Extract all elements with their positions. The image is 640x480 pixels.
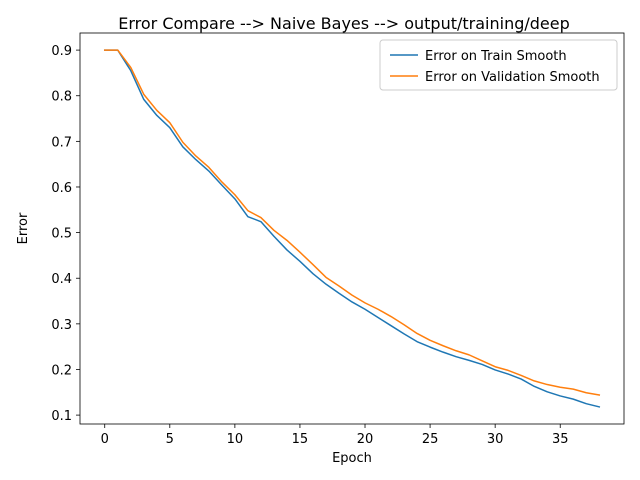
x-tick-label: 20 bbox=[357, 432, 374, 447]
series-line-train bbox=[103, 49, 601, 408]
plot-area bbox=[80, 33, 624, 424]
axis-ticks: 0 5 10 15 20 25 30 35 0.1 0.2 0.3 0.4 0.5 0.6 0.7 0.8 0.… bbox=[51, 44, 568, 447]
y-tick-label: 0.7 bbox=[51, 135, 72, 150]
x-tick-label: 5 bbox=[166, 432, 174, 447]
x-tick-label: 0 bbox=[101, 432, 109, 447]
series-lines bbox=[103, 49, 601, 408]
x-axis-label: Epoch bbox=[332, 451, 372, 466]
x-tick-label: 25 bbox=[422, 432, 439, 447]
series-line-validation bbox=[103, 49, 601, 396]
x-tick-label: 15 bbox=[292, 432, 309, 447]
x-tick-label: 35 bbox=[552, 432, 569, 447]
chart-title: Error Compare --> Naive Bayes --> output… bbox=[118, 14, 570, 33]
y-tick-label: 0.5 bbox=[51, 227, 72, 242]
legend: Error on Train Smooth Error on Validatio… bbox=[379, 39, 618, 91]
y-tick-label: 0.2 bbox=[51, 363, 72, 378]
legend-label-validation: Error on Validation Smooth bbox=[425, 70, 600, 85]
x-tick-label: 10 bbox=[227, 432, 244, 447]
y-tick-label: 0.8 bbox=[51, 90, 72, 105]
y-tick-label: 0.3 bbox=[51, 318, 72, 333]
y-tick-label: 0.9 bbox=[51, 44, 72, 59]
legend-frame bbox=[379, 39, 618, 91]
x-tick-label: 30 bbox=[487, 432, 504, 447]
y-tick-label: 0.1 bbox=[51, 409, 72, 424]
y-tick-label: 0.4 bbox=[51, 272, 72, 287]
plot-frame bbox=[79, 32, 625, 425]
y-tick-label: 0.6 bbox=[51, 181, 72, 196]
legend-label-train: Error on Train Smooth bbox=[425, 49, 567, 64]
y-axis-label: Error bbox=[16, 212, 31, 244]
